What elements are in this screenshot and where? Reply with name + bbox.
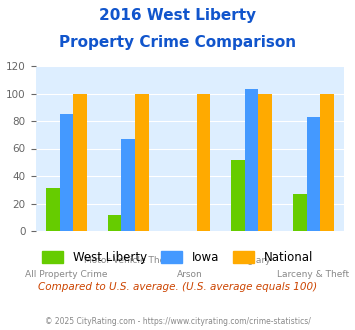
Bar — [231, 159, 245, 231]
Bar — [121, 139, 135, 231]
Bar — [135, 93, 148, 231]
Text: Motor Vehicle Theft: Motor Vehicle Theft — [84, 256, 172, 265]
Bar — [293, 194, 307, 231]
Bar — [73, 93, 87, 231]
Text: All Property Crime: All Property Crime — [25, 270, 108, 279]
Legend: West Liberty, Iowa, National: West Liberty, Iowa, National — [37, 246, 318, 269]
Text: Compared to U.S. average. (U.S. average equals 100): Compared to U.S. average. (U.S. average … — [38, 282, 317, 292]
Bar — [245, 89, 258, 231]
Text: 2016 West Liberty: 2016 West Liberty — [99, 8, 256, 23]
Bar — [320, 93, 334, 231]
Text: Burglary: Burglary — [233, 256, 271, 265]
Text: Property Crime Comparison: Property Crime Comparison — [59, 35, 296, 50]
Bar — [307, 117, 320, 231]
Bar — [60, 114, 73, 231]
Text: Larceny & Theft: Larceny & Theft — [277, 270, 350, 279]
Text: © 2025 CityRating.com - https://www.cityrating.com/crime-statistics/: © 2025 CityRating.com - https://www.city… — [45, 317, 310, 326]
Text: Arson: Arson — [177, 270, 203, 279]
Bar — [46, 188, 60, 231]
Bar — [197, 93, 210, 231]
Bar — [258, 93, 272, 231]
Bar — [108, 214, 121, 231]
